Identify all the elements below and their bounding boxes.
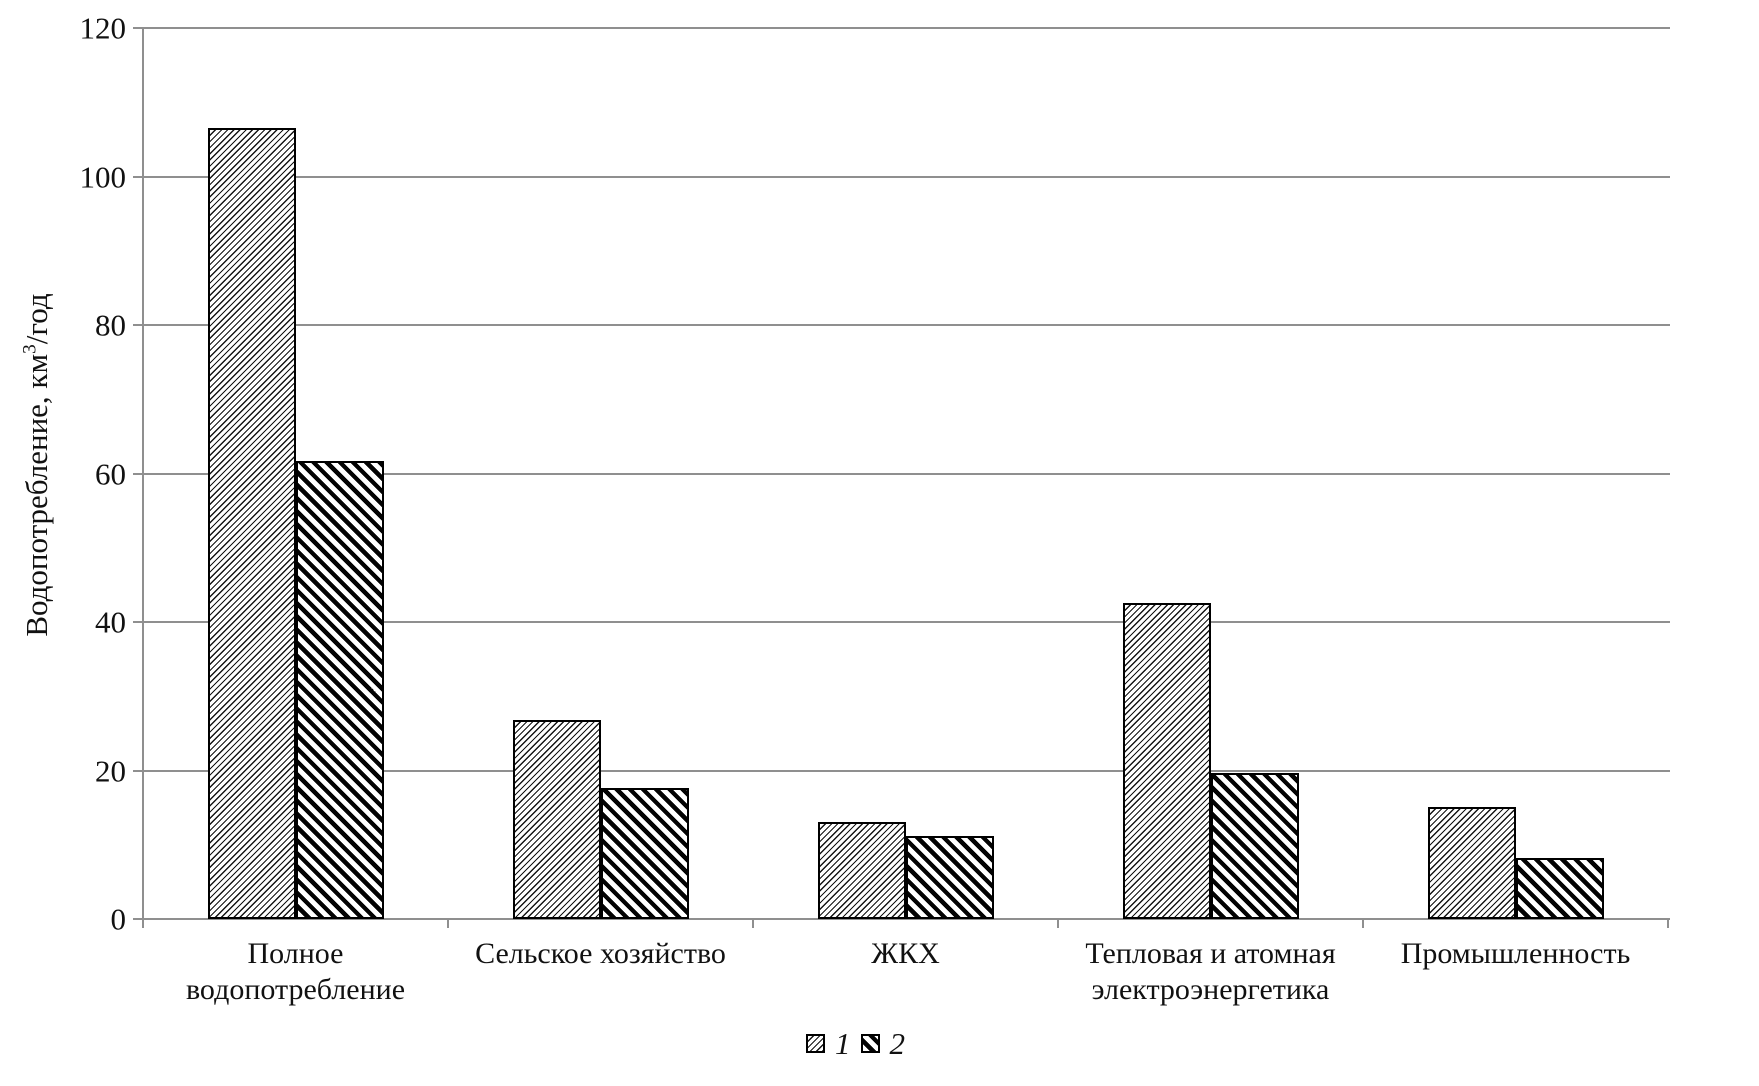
- y-axis-tick: [133, 472, 143, 475]
- gridline: [143, 769, 1670, 772]
- bar-series-2-category-2: [600, 788, 689, 919]
- x-axis-tick: [447, 919, 449, 928]
- y-axis-title-superscript: 3: [19, 344, 41, 354]
- category-label: Полное водопотребление: [185, 937, 406, 1006]
- y-tick-label: 60: [95, 456, 126, 491]
- gridline: [143, 472, 1670, 475]
- y-tick-label: 0: [110, 901, 127, 937]
- gridline: [143, 175, 1670, 178]
- category-label: Тепловая и атомная электроэнергетика: [1085, 937, 1336, 1006]
- legend-label-series-2: 2: [889, 1026, 906, 1061]
- category-label: ЖКХ: [871, 937, 940, 970]
- y-tick-label: 100: [79, 159, 127, 194]
- gridline: [143, 621, 1670, 623]
- category-label: Сельское хозяйство: [475, 937, 726, 970]
- legend-swatch-series-2: [860, 1034, 880, 1053]
- y-tick-label: 80: [95, 307, 126, 343]
- bar-series-2-category-1: [295, 460, 384, 919]
- y-axis-tick: [133, 769, 143, 772]
- legend: 1 2: [806, 1028, 907, 1059]
- x-axis-line: [143, 918, 1670, 920]
- y-axis-tick: [133, 27, 143, 29]
- y-axis-line: [142, 28, 144, 919]
- bar-series-2-category-5: [1515, 858, 1604, 919]
- y-axis-tick: [133, 324, 143, 326]
- y-tick-label: 20: [95, 753, 126, 788]
- bar-series-1-category-2: [512, 720, 601, 919]
- y-axis-tick: [133, 918, 143, 920]
- x-axis-tick: [1057, 919, 1059, 928]
- x-axis-tick: [1362, 919, 1364, 928]
- y-axis-title-text: Водопотребление, км: [19, 353, 54, 637]
- bar-series-1-category-4: [1122, 603, 1211, 919]
- y-tick-label: 120: [79, 10, 127, 46]
- y-tick-label: 40: [95, 604, 126, 640]
- bar-series-1-category-1: [207, 128, 296, 919]
- x-axis-tick: [752, 919, 754, 928]
- bar-series-2-category-3: [905, 835, 994, 919]
- x-axis-tick: [142, 919, 144, 928]
- bar-series-1-category-3: [817, 822, 906, 919]
- bar-series-2-category-4: [1210, 772, 1299, 919]
- bar-series-1-category-5: [1427, 806, 1516, 919]
- category-label: Промышленность: [1400, 937, 1631, 970]
- gridline: [143, 27, 1670, 29]
- y-axis-tick: [133, 175, 143, 178]
- legend-swatch-series-1: [806, 1034, 825, 1053]
- gridline: [143, 324, 1670, 326]
- legend-label-series-1: 1: [835, 1026, 851, 1061]
- y-axis-tick: [133, 621, 143, 623]
- x-axis-tick: [1667, 919, 1669, 928]
